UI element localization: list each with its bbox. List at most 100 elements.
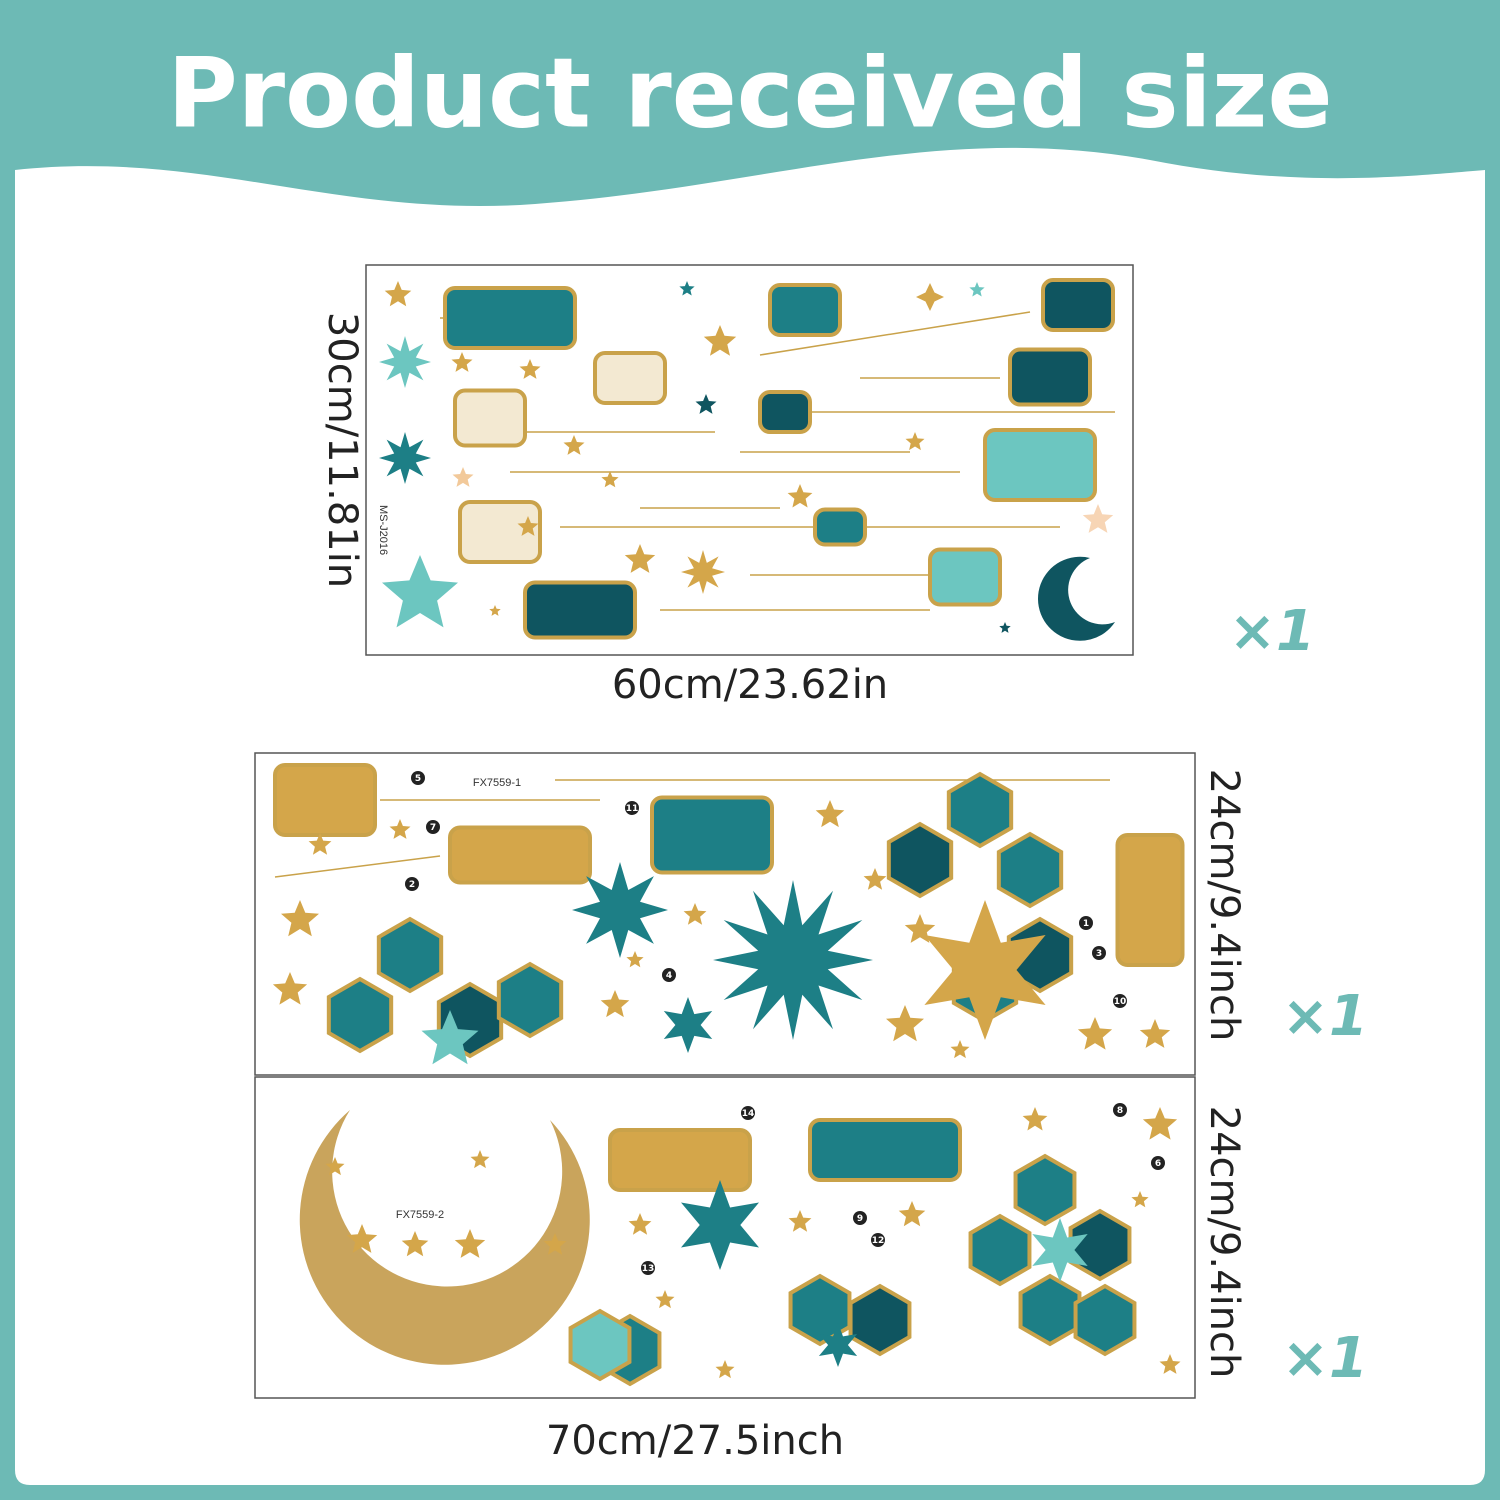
lantern [768, 283, 842, 337]
star [308, 833, 332, 855]
marker-dot [1113, 1103, 1127, 1117]
marker-number: 9 [857, 1214, 863, 1224]
marker-dot [871, 1233, 885, 1247]
sheet-outline [254, 1076, 1196, 1399]
lantern [650, 795, 774, 875]
marker-dot [1113, 994, 1127, 1008]
lantern [1008, 347, 1092, 407]
crescent [1037, 556, 1115, 641]
star [628, 1213, 652, 1235]
marker-dot [405, 877, 419, 891]
star [916, 283, 944, 311]
star [999, 622, 1011, 633]
hexagon [1006, 916, 1074, 994]
star [683, 903, 707, 925]
hexagon [788, 1273, 852, 1347]
width-label: 60cm/23.62in [612, 662, 888, 708]
star [1022, 1107, 1048, 1131]
marker-number: 10 [1114, 997, 1127, 1007]
star [1077, 1017, 1113, 1050]
crescent [299, 1110, 590, 1365]
hexagon [1018, 1273, 1082, 1347]
star [818, 1323, 858, 1367]
star [572, 862, 668, 958]
star [470, 1150, 490, 1169]
marker-dot [411, 771, 425, 785]
marker-number: 3 [1096, 949, 1102, 959]
lantern [813, 507, 867, 547]
star [681, 1180, 759, 1270]
star [695, 394, 717, 414]
marker-dot [1092, 946, 1106, 960]
marker-number: 12 [872, 1236, 885, 1246]
star [1032, 1218, 1088, 1282]
height-label: 24cm/9.4inch [1201, 769, 1247, 1042]
star [703, 325, 737, 356]
star [1082, 504, 1114, 533]
star [1159, 1354, 1181, 1374]
star [382, 555, 458, 628]
marker-number: 11 [626, 804, 639, 814]
star [713, 880, 873, 1040]
star [969, 282, 985, 297]
lantern [453, 388, 527, 448]
lantern [273, 763, 377, 837]
star [924, 900, 1046, 1040]
lantern [1115, 833, 1185, 967]
decorations [272, 278, 1185, 1387]
lantern [1041, 278, 1115, 332]
star [863, 868, 887, 890]
star [451, 352, 473, 372]
star [379, 432, 431, 484]
star [655, 1290, 675, 1309]
lantern [523, 580, 637, 640]
marker-dot [662, 968, 676, 982]
marker-number: 5 [415, 774, 421, 784]
star [1131, 1191, 1149, 1208]
star [624, 544, 656, 573]
star [346, 1224, 378, 1253]
star [1142, 1107, 1178, 1140]
width-label: 70cm/27.5inch [546, 1418, 844, 1464]
quantity: ×1 [1282, 1326, 1368, 1391]
star [886, 1005, 924, 1042]
lantern [593, 351, 667, 405]
star [519, 359, 541, 379]
hexagon [568, 1308, 632, 1382]
sheet-outline [254, 752, 1196, 1076]
star [601, 471, 619, 488]
star [898, 1201, 926, 1227]
hexagon [1073, 1283, 1137, 1357]
marker-number: 13 [642, 1264, 655, 1274]
star [325, 1157, 345, 1176]
star [600, 990, 630, 1018]
height-label: 24cm/9.4inch [1201, 1106, 1247, 1379]
marker-number: 8 [1117, 1106, 1123, 1116]
star [281, 900, 319, 937]
star [681, 550, 725, 594]
marker-dot [1151, 1156, 1165, 1170]
lantern [458, 500, 542, 564]
height-label: 30cm/11.81in [319, 312, 365, 588]
star [272, 972, 308, 1005]
lantern [448, 825, 592, 885]
string [759, 311, 1031, 356]
lantern [608, 1128, 752, 1192]
star [1139, 1019, 1171, 1048]
star [715, 1360, 735, 1379]
lantern [443, 286, 577, 350]
lantern [983, 428, 1097, 502]
sheet-code: MS-J2016 [377, 505, 389, 555]
hexagon [1013, 1153, 1077, 1227]
star [905, 432, 925, 451]
star [679, 281, 695, 296]
marker-number: 6 [1155, 1159, 1161, 1169]
hexagon [496, 961, 564, 1039]
star [517, 516, 539, 536]
star [563, 435, 585, 455]
star [489, 605, 501, 616]
sheet-outline [365, 264, 1134, 656]
title: Product received size [167, 37, 1332, 149]
hexagon [326, 976, 394, 1054]
